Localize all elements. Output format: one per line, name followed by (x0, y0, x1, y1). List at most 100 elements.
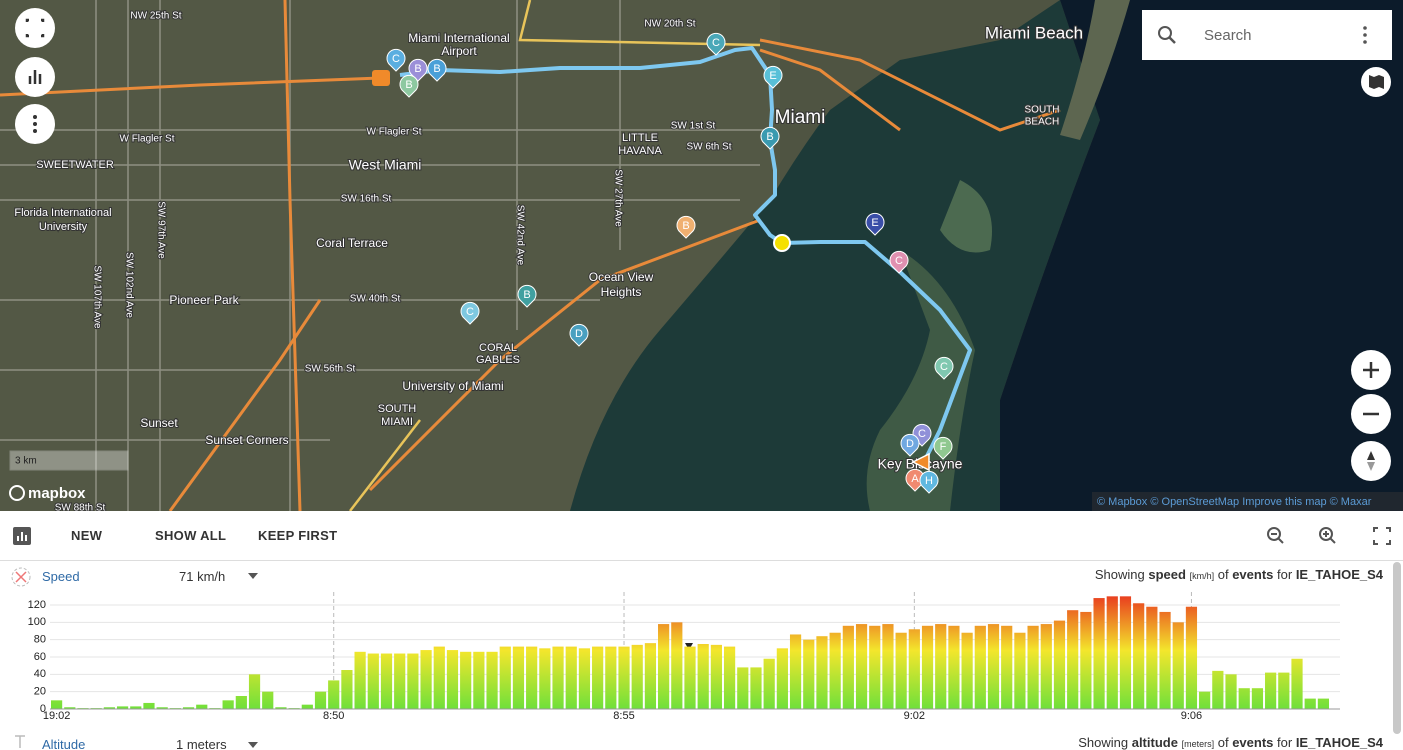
map-label: Miami International (408, 31, 509, 45)
bar (803, 639, 815, 709)
bar (882, 624, 894, 709)
pin-letter: B (682, 220, 689, 232)
pin-shape (676, 215, 696, 239)
toolbar (0, 511, 1403, 561)
bar (499, 646, 511, 709)
map-pin[interactable]: E (763, 65, 783, 89)
map-pin[interactable]: B (517, 284, 537, 308)
new-button[interactable]: NEW (71, 528, 103, 543)
map-pin[interactable]: B (399, 74, 419, 98)
pin-shape (889, 250, 909, 274)
pin-shape (760, 126, 780, 150)
map[interactable]: Miami Beach Miami West Miami SWEETWATER … (0, 0, 1403, 511)
bar (578, 648, 591, 709)
map-label: Sunset Corners (205, 433, 288, 447)
altitude-name[interactable]: Altitude (42, 737, 86, 750)
x-tick-label: 9:06 (1181, 710, 1202, 722)
bar (750, 667, 762, 709)
bar (618, 646, 630, 709)
y-tick-label: 100 (28, 616, 46, 628)
pin-shape (427, 58, 447, 82)
dropdown-arrow[interactable] (247, 572, 259, 580)
scrollbar[interactable] (1393, 562, 1401, 734)
bar (433, 646, 445, 709)
bar (1265, 672, 1277, 709)
altitude-current[interactable]: 1 meters (176, 737, 227, 750)
x-tick-label: 19:02 (43, 710, 71, 722)
bar (103, 707, 115, 709)
map-pin[interactable]: C (934, 356, 954, 380)
map-pin[interactable]: D (900, 433, 920, 457)
map-label: West Miami (349, 157, 422, 173)
bar (644, 643, 657, 709)
map-pin[interactable]: C (706, 32, 726, 56)
map-pin[interactable]: B (676, 215, 696, 239)
map-pin[interactable]: E (865, 212, 885, 236)
pin-letter: C (940, 361, 948, 373)
bar (1238, 688, 1250, 709)
y-tick-label: 20 (34, 686, 46, 698)
map-label: CORAL (479, 342, 517, 354)
keep-first-button[interactable]: KEEP FIRST (258, 528, 338, 543)
bar (248, 674, 261, 709)
dropdown-arrow[interactable] (247, 741, 259, 749)
bar (64, 707, 76, 709)
bar (1317, 698, 1329, 709)
pin-shape (919, 470, 939, 494)
map-label: University (39, 221, 88, 233)
bar (974, 625, 986, 709)
pin-shape (763, 65, 783, 89)
bar (842, 625, 854, 709)
map-pin[interactable]: F (933, 436, 953, 460)
bar (1027, 625, 1039, 709)
bar (592, 646, 604, 709)
pin-letter: C (895, 255, 903, 267)
map-pin[interactable]: C (889, 250, 909, 274)
pin-letter: C (466, 306, 474, 318)
bar (1067, 610, 1079, 709)
map-pin[interactable]: B (427, 58, 447, 82)
speed-current[interactable]: 71 km/h (179, 569, 226, 584)
map-pin[interactable]: D (569, 323, 589, 347)
bar (1133, 603, 1145, 709)
bar (921, 625, 934, 709)
speed-name[interactable]: Speed (42, 569, 80, 584)
street-label: SW 27th Ave (612, 169, 623, 227)
mapbox-logo: mapbox (28, 485, 86, 502)
map-label: Ocean View (589, 270, 654, 284)
show-all-button[interactable]: SHOW ALL (155, 528, 227, 543)
bar (816, 636, 828, 709)
bar (341, 670, 353, 709)
bar (987, 624, 1000, 709)
map-pin[interactable]: C (460, 301, 480, 325)
map-label: University of Miami (402, 379, 503, 393)
bar (328, 680, 340, 709)
map-pin[interactable]: H (919, 470, 939, 494)
y-tick-label: 80 (34, 634, 46, 646)
map-pin[interactable]: B (408, 58, 428, 82)
chart-tools[interactable] (1262, 524, 1392, 548)
map-label: Heights (601, 285, 642, 299)
bar (460, 651, 472, 709)
street-label: SW 16th St (341, 194, 392, 205)
search-box[interactable] (1142, 10, 1392, 60)
bar (314, 691, 327, 709)
bar (684, 646, 696, 709)
bar (1225, 674, 1237, 709)
bar (605, 646, 617, 709)
map-label: HAVANA (618, 145, 662, 157)
map-pin[interactable]: B (760, 126, 780, 150)
pin-letter: E (871, 217, 878, 229)
pin-shape (569, 323, 589, 347)
attribution[interactable]: © Mapbox © OpenStreetMap Improve this ma… (1097, 496, 1372, 508)
search-placeholder[interactable]: Search (1204, 27, 1252, 44)
x-tick-label: 8:55 (613, 710, 634, 722)
bar (367, 653, 379, 709)
bar (222, 700, 234, 709)
map-pin[interactable]: C (386, 48, 406, 72)
map-label: Miami Beach (985, 23, 1083, 42)
bar (380, 653, 393, 709)
bar (1212, 670, 1224, 709)
y-tick-label: 0 (40, 703, 46, 715)
